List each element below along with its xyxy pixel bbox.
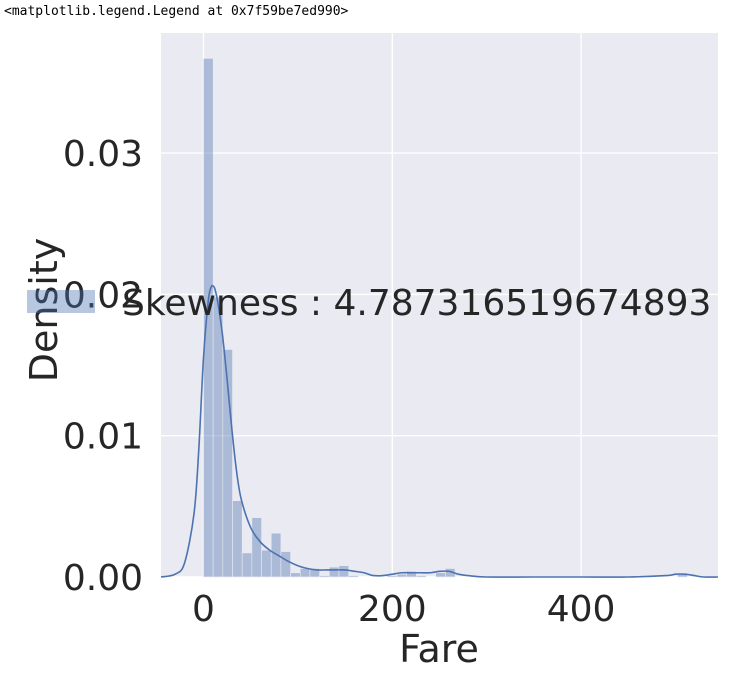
x-tick-labels: 0 200 400 (192, 589, 615, 630)
histogram-bar (222, 349, 233, 578)
legend: Skewness : 4.787316519674893 (27, 283, 711, 324)
histogram-bar (232, 500, 243, 578)
y-tick-label: 0.02 (63, 275, 143, 316)
histogram-bar (309, 568, 320, 578)
histogram-bar (319, 575, 330, 578)
histogram-bar (328, 566, 340, 578)
legend-label: Skewness : 4.787316519674893 (122, 283, 711, 324)
histogram-bar (241, 552, 253, 578)
histogram-bars (203, 58, 688, 578)
histogram-bar (396, 573, 407, 578)
plot-area (161, 33, 718, 577)
histogram-bar (387, 575, 398, 578)
histogram-bar (338, 565, 349, 578)
output-repr: <matplotlib.legend.Legend at 0x7f59be7ed… (4, 4, 349, 19)
x-axis-label: Fare (399, 627, 479, 671)
y-tick-label: 0.00 (63, 558, 143, 599)
histogram-bar (406, 571, 417, 578)
y-tick-label: 0.03 (63, 134, 143, 175)
histogram-bar (416, 575, 427, 578)
histogram-bar (435, 572, 446, 578)
x-tick-label: 200 (358, 589, 427, 630)
kde-line (160, 284, 719, 578)
legend-swatch (27, 290, 95, 313)
histogram-bar (348, 575, 359, 578)
histogram-bar (261, 549, 272, 578)
y-tick-labels: 0.00 0.01 0.02 0.03 (63, 134, 143, 599)
x-tick-label: 0 (192, 589, 215, 630)
histogram-bar (212, 296, 224, 578)
y-axis-label: Density (22, 238, 66, 382)
histogram-bar (280, 551, 291, 578)
histogram-bar (290, 572, 301, 578)
x-tick-label: 400 (547, 589, 616, 630)
histogram-bar (251, 517, 262, 578)
histogram-bar (270, 532, 282, 578)
histogram-bar (299, 568, 311, 578)
y-tick-label: 0.01 (63, 417, 143, 458)
